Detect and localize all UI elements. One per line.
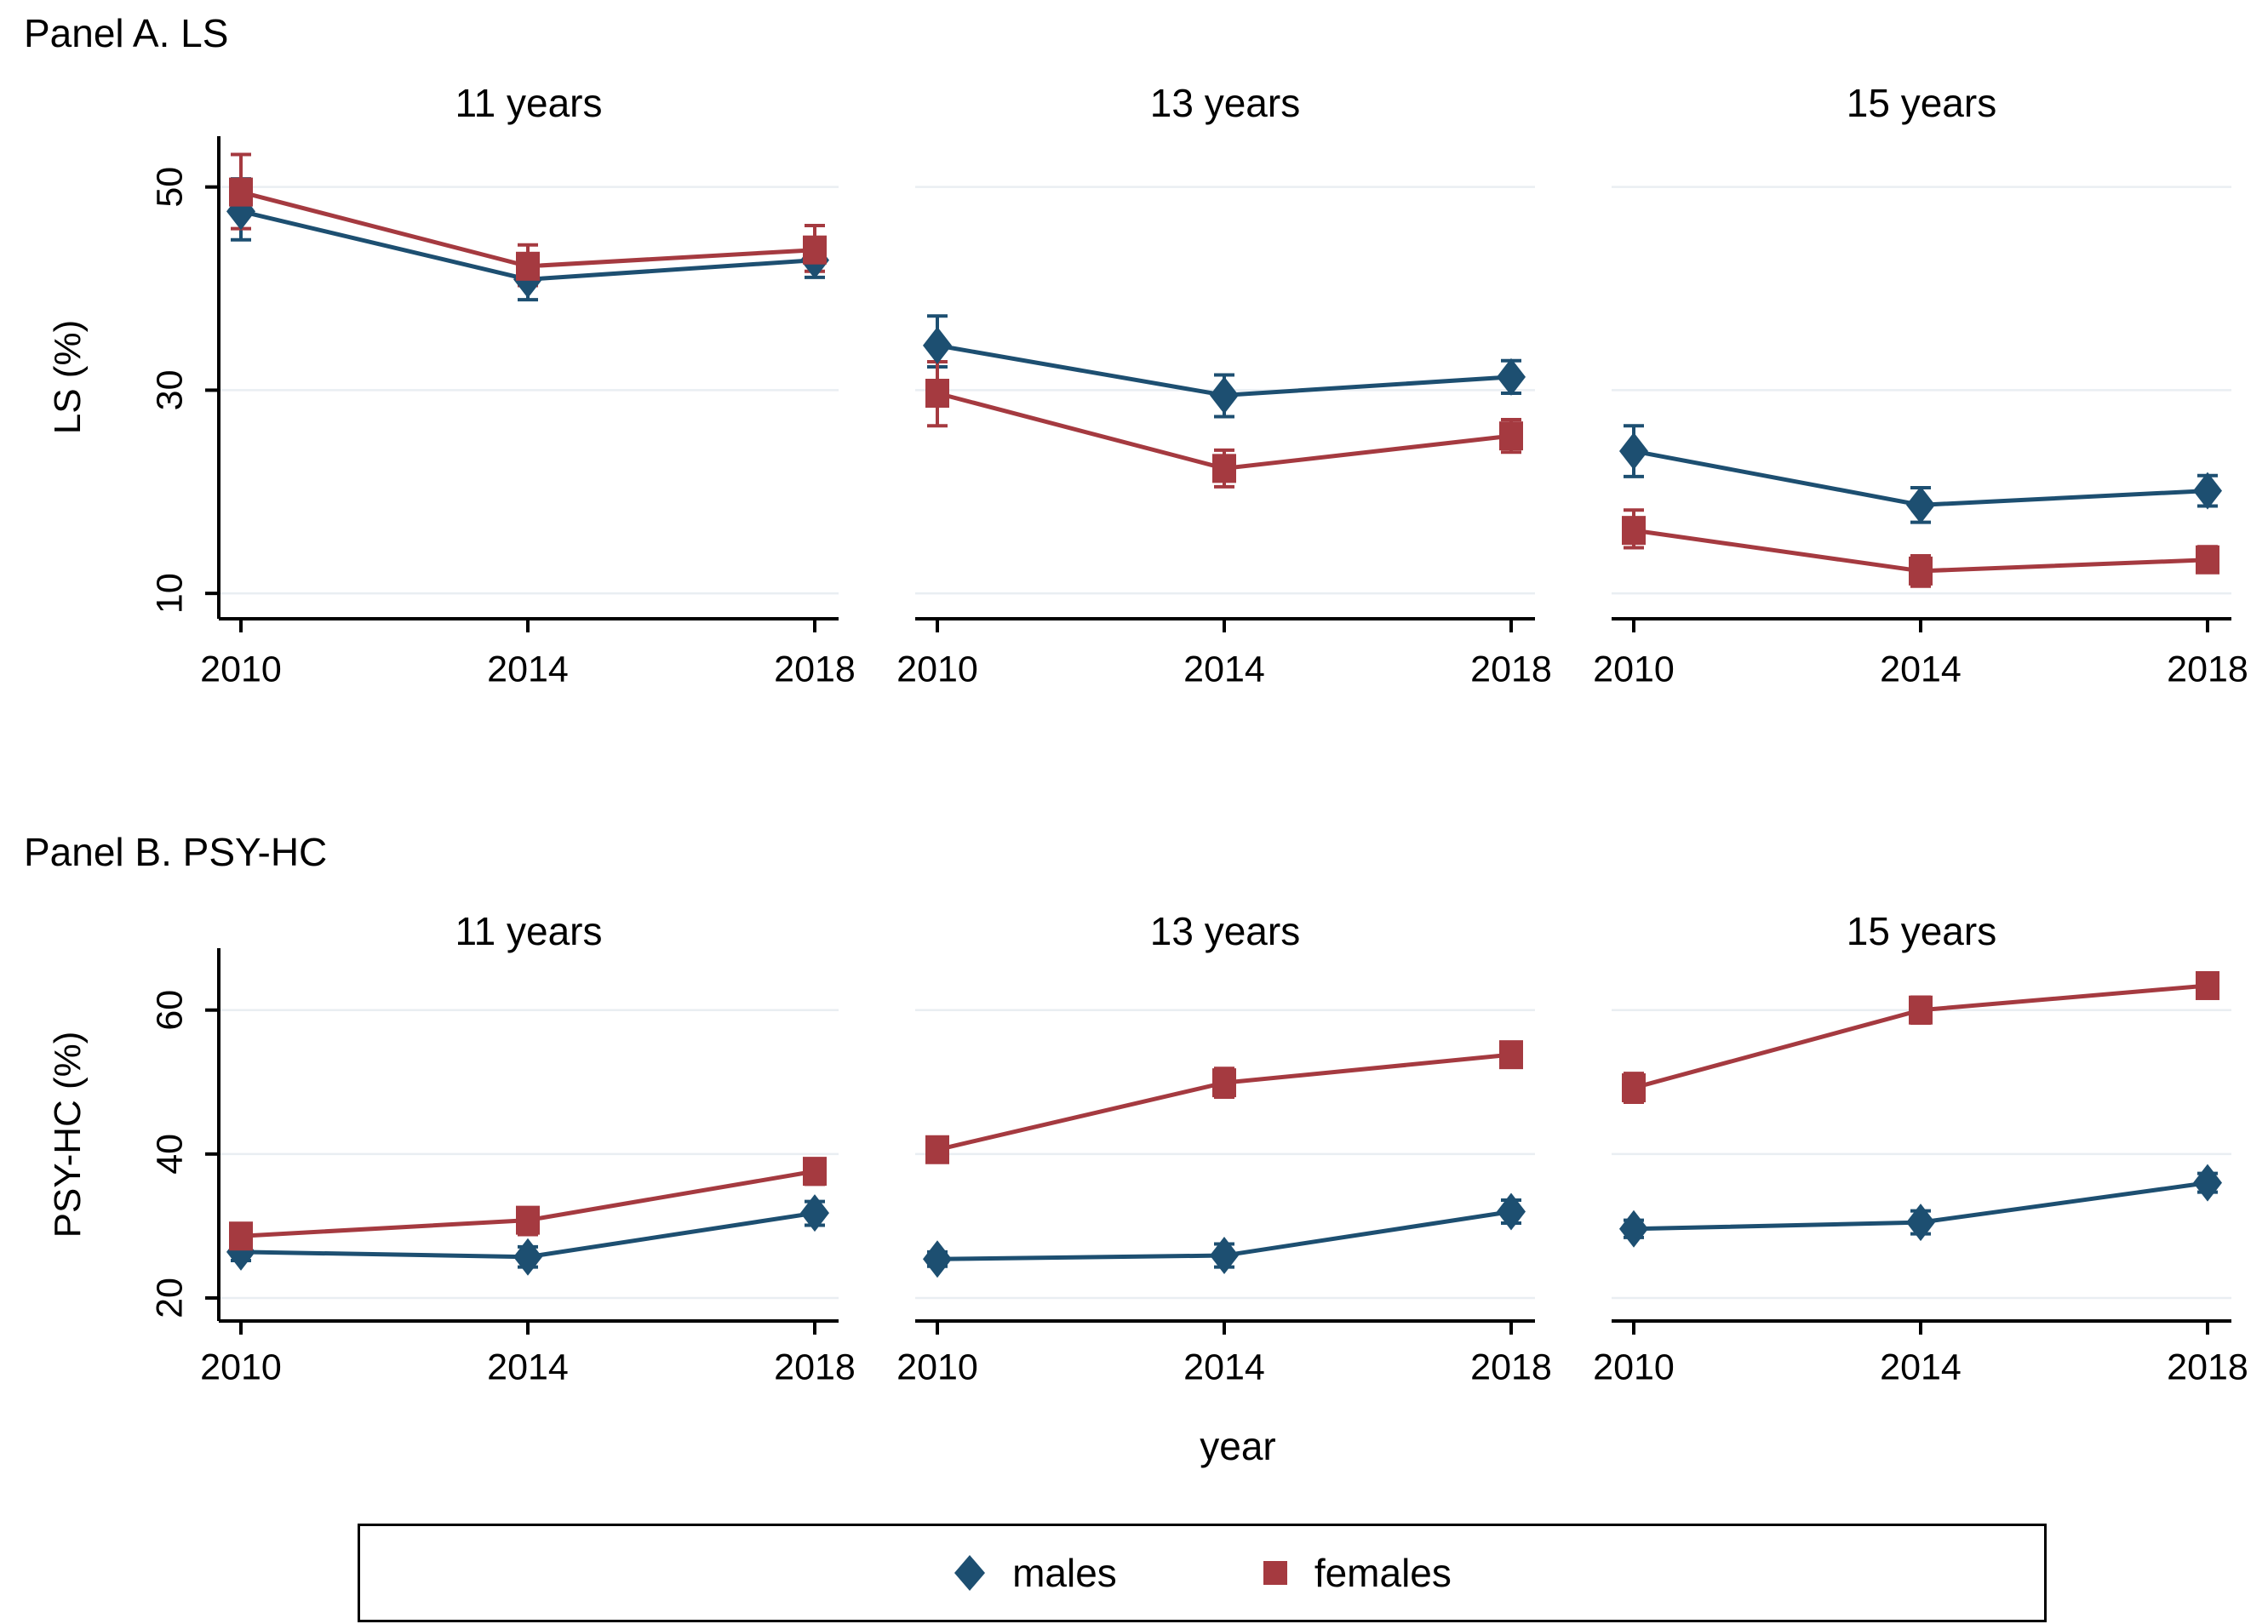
data-point-marker-females: [1622, 516, 1646, 546]
x-tick-label: 2018: [774, 1347, 856, 1387]
x-tick-label: 2010: [1593, 649, 1675, 689]
y-tick-label: 20: [149, 1278, 190, 1318]
legend-item-males: males: [953, 1550, 1117, 1596]
y-tick-label: 10: [149, 573, 190, 614]
data-point-marker-females: [516, 251, 540, 281]
legend-label-females: females: [1314, 1551, 1452, 1595]
x-tick-label: 2014: [487, 1347, 569, 1387]
data-point-marker-males: [2193, 472, 2222, 510]
legend-item-females: females: [1262, 1550, 1452, 1596]
x-tick-label: 2018: [774, 649, 856, 689]
x-tick-label: 2014: [487, 649, 569, 689]
females-square-icon: [1263, 1561, 1287, 1585]
data-point-marker-males: [800, 1194, 829, 1232]
x-tick-label: 2018: [1470, 649, 1552, 689]
x-tick-label: 2010: [200, 649, 282, 689]
legend-label-males: males: [1012, 1551, 1117, 1595]
data-point-marker-males: [1619, 432, 1648, 471]
data-point-marker-females: [1499, 421, 1523, 451]
data-point-marker-females: [803, 235, 827, 265]
x-axis-title: year: [1200, 1424, 1276, 1468]
subplot-title: 11 years: [455, 81, 602, 125]
y-tick-label: 50: [149, 167, 190, 208]
x-tick-label: 2014: [1183, 649, 1265, 689]
y-tick-label: 60: [149, 990, 190, 1031]
subplot-title: 13 years: [1150, 81, 1300, 125]
panel-b-header: Panel B. PSY-HC: [24, 830, 328, 874]
x-tick-label: 2018: [1470, 1347, 1552, 1387]
data-point-marker-females: [1909, 556, 1933, 586]
x-tick-label: 2010: [896, 1347, 978, 1387]
data-point-marker-females: [925, 1135, 949, 1164]
subplot-title: 15 years: [1847, 81, 1996, 125]
x-tick-label: 2010: [1593, 1347, 1675, 1387]
data-point-marker-females: [1499, 1040, 1523, 1070]
data-point-marker-females: [1622, 1073, 1646, 1103]
data-point-marker-males: [1906, 486, 1935, 524]
x-tick-label: 2014: [1880, 649, 1962, 689]
data-point-marker-females: [925, 379, 949, 409]
data-point-marker-males: [923, 1240, 952, 1278]
x-tick-label: 2018: [2167, 649, 2248, 689]
data-point-marker-females: [2196, 545, 2219, 575]
y-tick-label: 40: [149, 1134, 190, 1175]
data-point-marker-males: [1497, 357, 1526, 396]
data-point-marker-females: [1212, 1068, 1236, 1098]
data-point-marker-males: [1619, 1209, 1648, 1248]
males-diamond-icon: [954, 1555, 986, 1591]
x-tick-label: 2010: [896, 649, 978, 689]
data-point-marker-males: [1906, 1204, 1935, 1242]
subplot-title: 11 years: [455, 909, 602, 953]
data-point-marker-males: [513, 1238, 542, 1276]
legend: males females: [358, 1524, 2047, 1622]
data-point-marker-females: [1212, 454, 1236, 483]
x-tick-label: 2014: [1880, 1347, 1962, 1387]
data-point-marker-males: [1497, 1192, 1526, 1231]
data-point-marker-males: [2193, 1164, 2222, 1202]
data-point-marker-males: [1210, 1237, 1239, 1275]
panel-a-header: Panel A. LS: [24, 11, 229, 55]
x-tick-label: 2018: [2167, 1347, 2248, 1387]
data-point-marker-males: [923, 326, 952, 364]
x-tick-label: 2014: [1183, 1347, 1265, 1387]
subplot-title: 13 years: [1150, 909, 1300, 953]
data-point-marker-females: [1909, 995, 1933, 1025]
x-tick-label: 2010: [200, 1347, 282, 1387]
data-point-marker-females: [229, 177, 253, 207]
data-point-marker-females: [229, 1221, 253, 1251]
data-point-marker-females: [2196, 970, 2219, 1000]
subplot-title: 15 years: [1847, 909, 1996, 953]
data-point-marker-males: [1210, 376, 1239, 415]
y-tick-label: 30: [149, 369, 190, 410]
data-point-marker-females: [803, 1157, 827, 1187]
data-point-marker-females: [516, 1205, 540, 1235]
